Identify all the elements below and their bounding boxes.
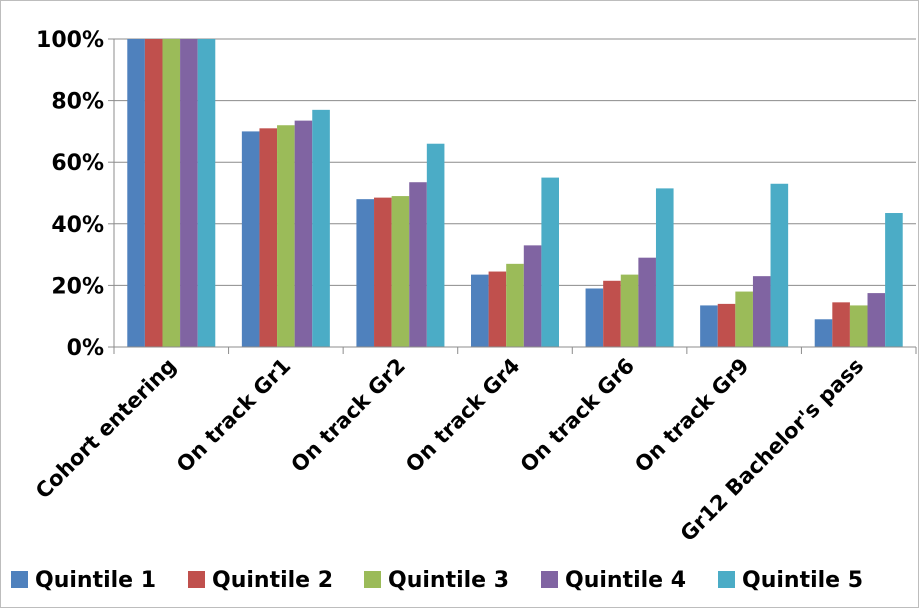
- bar-quintile-5: [770, 183, 789, 347]
- bar-quintile-1: [471, 274, 489, 347]
- y-tick-label: 40%: [51, 213, 104, 238]
- bar-quintile-3: [735, 291, 753, 347]
- bar-quintile-5: [197, 39, 216, 347]
- bar-quintile-1: [356, 199, 375, 347]
- y-tick-label: 20%: [51, 274, 104, 299]
- gridlines: [114, 38, 916, 286]
- bar-quintile-2: [717, 303, 736, 347]
- legend-label: Quintile 5: [742, 568, 863, 593]
- bar-quintile-5: [312, 109, 330, 347]
- y-tick-label: 80%: [51, 90, 104, 115]
- legend-label: Quintile 4: [565, 568, 686, 593]
- x-tick-label: Cohort entering: [31, 354, 181, 504]
- legend-swatch: [364, 571, 381, 588]
- bar-quintile-4: [638, 257, 656, 347]
- legend-swatch: [541, 571, 558, 588]
- y-tick-label: 60%: [51, 151, 104, 176]
- bar-quintile-2: [603, 280, 621, 347]
- bar-quintile-5: [426, 143, 445, 347]
- bar-quintile-5: [541, 177, 559, 347]
- axes: [108, 38, 917, 354]
- bar-quintile-1: [241, 131, 260, 347]
- bar-quintile-3: [391, 196, 410, 347]
- legend-label: Quintile 1: [35, 568, 156, 593]
- legend-label: Quintile 2: [212, 568, 333, 593]
- y-tick-label: 100%: [36, 28, 104, 53]
- bar-quintile-4: [180, 39, 198, 347]
- x-tick-label: On track Gr1: [172, 354, 295, 477]
- y-tick-labels: 0% 20% 40% 60% 80% 100%: [36, 28, 104, 361]
- bar-quintile-4: [523, 245, 542, 347]
- bar-quintile-1: [814, 319, 833, 347]
- bar-quintile-2: [488, 271, 507, 347]
- bar-quintile-3: [849, 305, 868, 347]
- bar-quintile-3: [620, 274, 639, 347]
- bar-quintile-2: [832, 302, 850, 347]
- bar-quintile-3: [162, 39, 181, 347]
- legend: Quintile 1 Quintile 2 Quintile 3 Quintile 4…: [11, 568, 863, 593]
- x-tick-label: On track Gr4: [401, 354, 524, 477]
- bars: [127, 39, 903, 348]
- bar-quintile-4: [752, 276, 771, 347]
- bar-quintile-2: [259, 128, 278, 347]
- bar-quintile-4: [294, 120, 313, 348]
- bar-quintile-3: [506, 263, 524, 347]
- bar-quintile-2: [144, 39, 163, 347]
- bar-quintile-4: [409, 182, 427, 347]
- x-tick-label: Gr12 Bachelor's pass: [676, 354, 869, 547]
- x-tick-label: On track Gr6: [516, 354, 639, 477]
- bar-quintile-2: [374, 197, 392, 347]
- bar-quintile-1: [127, 39, 145, 347]
- x-tick-label: On track Gr2: [286, 354, 409, 477]
- bar-quintile-3: [277, 125, 295, 348]
- bar-quintile-5: [655, 188, 674, 347]
- y-tick-label: 0%: [67, 336, 104, 361]
- bar-quintile-5: [885, 213, 903, 347]
- bar-quintile-4: [867, 293, 886, 347]
- legend-swatch: [11, 571, 28, 588]
- x-tick-label: On track Gr9: [630, 354, 753, 477]
- legend-label: Quintile 3: [388, 568, 509, 593]
- legend-swatch: [718, 571, 735, 588]
- bar-quintile-1: [700, 305, 718, 347]
- legend-swatch: [188, 571, 205, 588]
- bar-quintile-1: [585, 288, 604, 347]
